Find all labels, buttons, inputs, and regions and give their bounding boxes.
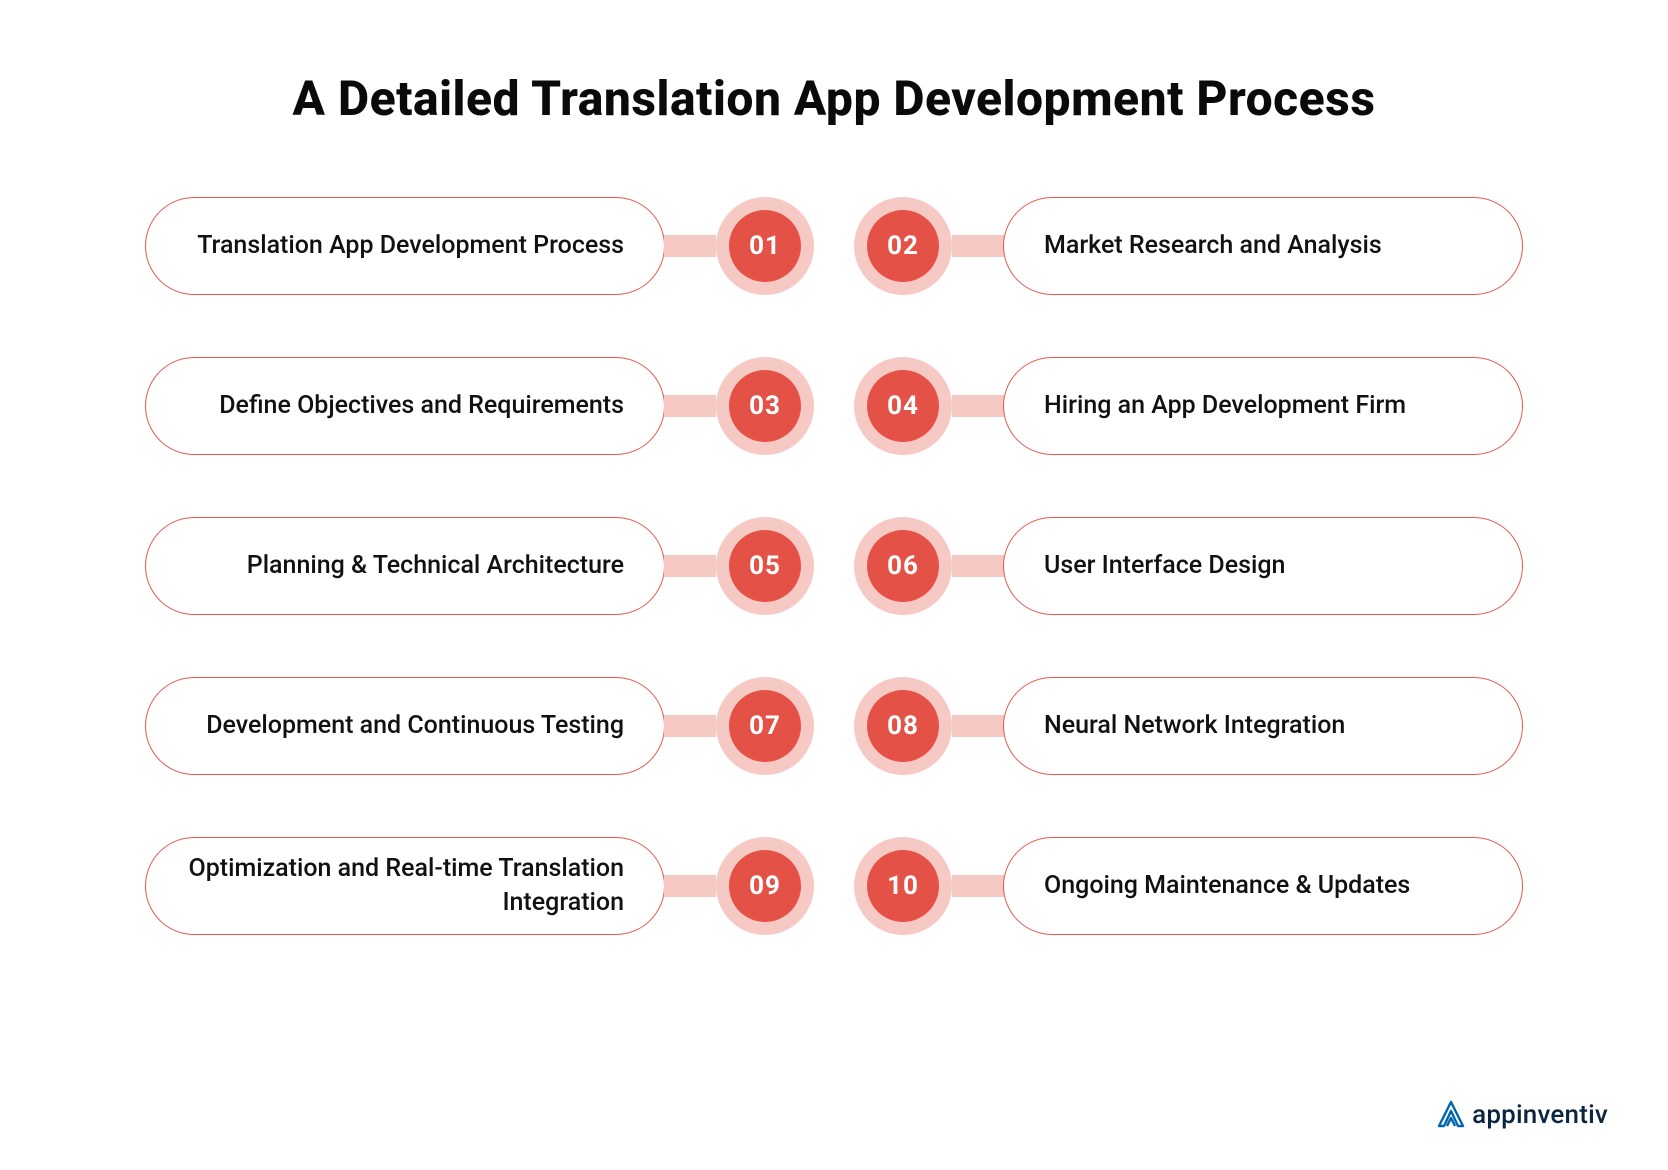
step-09: Optimization and Real-time Translation I… [145, 837, 814, 935]
step-pill: Hiring an App Development Firm [1003, 357, 1523, 455]
step-pill: Translation App Development Process [145, 197, 665, 295]
step-02: Market Research and Analysis 02 [854, 197, 1523, 295]
step-pill: Planning & Technical Architecture [145, 517, 665, 615]
connector [952, 555, 1004, 577]
connector [952, 715, 1004, 737]
step-pill: User Interface Design [1003, 517, 1523, 615]
step-badge: 09 [716, 837, 814, 935]
process-row: Define Objectives and Requirements 03 Hi… [120, 357, 1548, 455]
brand-name: appinventiv [1472, 1100, 1608, 1130]
step-label: Neural Network Integration [1044, 709, 1345, 743]
process-row: Translation App Development Process 01 M… [120, 197, 1548, 295]
connector [952, 235, 1004, 257]
step-03: Define Objectives and Requirements 03 [145, 357, 814, 455]
step-number: 09 [729, 850, 801, 922]
step-number: 03 [729, 370, 801, 442]
step-number: 05 [729, 530, 801, 602]
step-badge: 08 [854, 677, 952, 775]
step-badge: 04 [854, 357, 952, 455]
brand-logo: appinventiv [1436, 1100, 1608, 1130]
step-number: 04 [867, 370, 939, 442]
step-number: 06 [867, 530, 939, 602]
connector [664, 715, 716, 737]
step-badge: 10 [854, 837, 952, 935]
step-label: Planning & Technical Architecture [247, 549, 624, 583]
process-row: Development and Continuous Testing 07 Ne… [120, 677, 1548, 775]
connector [952, 395, 1004, 417]
step-label: Optimization and Real-time Translation I… [186, 852, 624, 920]
step-04: Hiring an App Development Firm 04 [854, 357, 1523, 455]
step-01: Translation App Development Process 01 [145, 197, 814, 295]
process-row: Optimization and Real-time Translation I… [120, 837, 1548, 935]
step-number: 10 [867, 850, 939, 922]
step-label: Hiring an App Development Firm [1044, 389, 1406, 423]
connector [664, 395, 716, 417]
step-pill: Ongoing Maintenance & Updates [1003, 837, 1523, 935]
step-08: Neural Network Integration 08 [854, 677, 1523, 775]
step-number: 07 [729, 690, 801, 762]
step-number: 08 [867, 690, 939, 762]
step-badge: 07 [716, 677, 814, 775]
step-number: 01 [729, 210, 801, 282]
step-pill: Development and Continuous Testing [145, 677, 665, 775]
step-label: Translation App Development Process [197, 229, 624, 263]
step-pill: Define Objectives and Requirements [145, 357, 665, 455]
process-rows: Translation App Development Process 01 M… [90, 197, 1578, 935]
step-06: User Interface Design 06 [854, 517, 1523, 615]
page-title: A Detailed Translation App Development P… [90, 70, 1578, 127]
step-07: Development and Continuous Testing 07 [145, 677, 814, 775]
step-badge: 05 [716, 517, 814, 615]
step-number: 02 [867, 210, 939, 282]
step-label: Market Research and Analysis [1044, 229, 1382, 263]
step-10: Ongoing Maintenance & Updates 10 [854, 837, 1523, 935]
step-badge: 03 [716, 357, 814, 455]
connector [664, 235, 716, 257]
step-pill: Market Research and Analysis [1003, 197, 1523, 295]
step-badge: 01 [716, 197, 814, 295]
step-05: Planning & Technical Architecture 05 [145, 517, 814, 615]
step-label: Development and Continuous Testing [206, 709, 624, 743]
step-pill: Optimization and Real-time Translation I… [145, 837, 665, 935]
connector [952, 875, 1004, 897]
step-label: Define Objectives and Requirements [219, 389, 624, 423]
connector [664, 555, 716, 577]
step-badge: 02 [854, 197, 952, 295]
connector [664, 875, 716, 897]
step-label: Ongoing Maintenance & Updates [1044, 869, 1410, 903]
step-pill: Neural Network Integration [1003, 677, 1523, 775]
step-badge: 06 [854, 517, 952, 615]
step-label: User Interface Design [1044, 549, 1285, 583]
appinventiv-logo-icon [1436, 1100, 1466, 1130]
process-row: Planning & Technical Architecture 05 Use… [120, 517, 1548, 615]
